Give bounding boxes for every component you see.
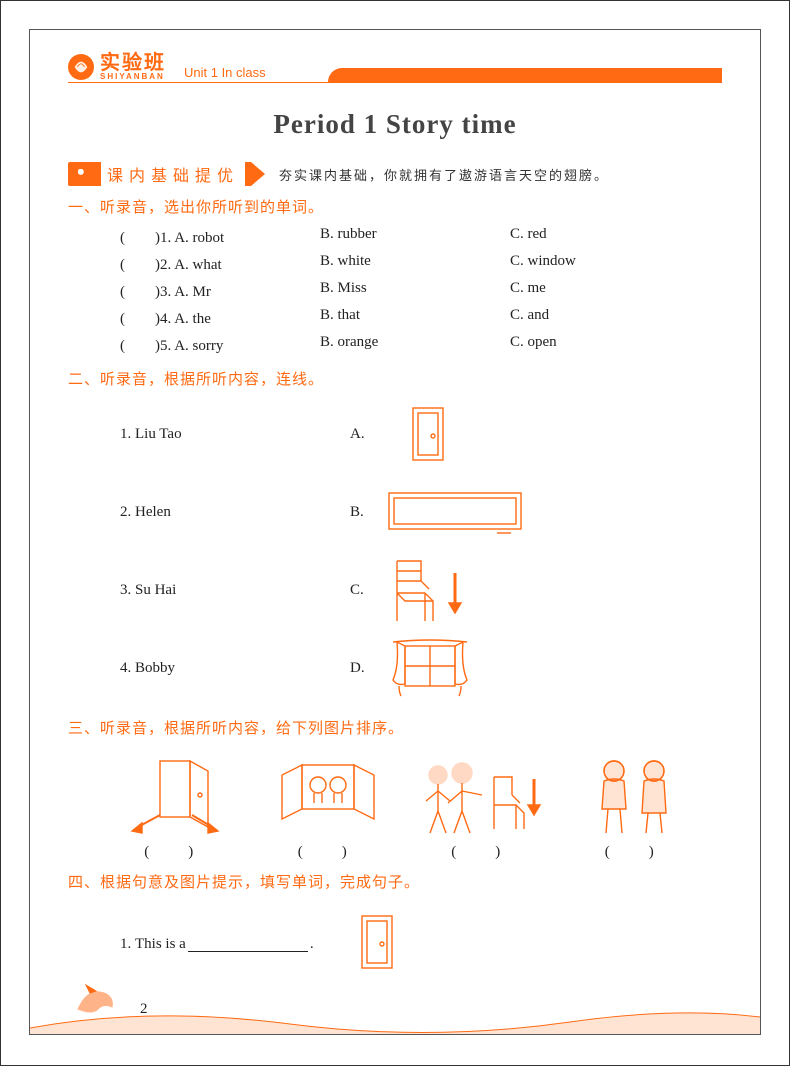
match-row: 2. Helen B. [68, 473, 722, 551]
opt-b: B. orange [320, 334, 510, 355]
opt-b: B. white [320, 253, 510, 274]
section-1-table: ( )1. A. robot B. rubber C. red ( )2. A.… [68, 223, 722, 358]
table-row: ( )1. A. robot B. rubber C. red [68, 223, 722, 250]
match-row: 3. Su Hai C. [68, 551, 722, 629]
blackboard-icon [380, 481, 530, 543]
opt-a: A. Mr [174, 284, 211, 300]
q-name: Helen [135, 504, 171, 520]
opt-b: B. that [320, 307, 510, 328]
brand-logo-icon [68, 54, 94, 80]
q-paren[interactable]: ( )1. [120, 230, 171, 246]
q-paren[interactable]: ( )2. [120, 257, 171, 273]
section-1-heading: 一、听录音，选出你所听到的单词。 [68, 196, 722, 217]
chair-down-icon [380, 559, 480, 621]
ribbon-note: 夯实课内基础，你就拥有了遨游语言天空的翅膀。 [279, 165, 609, 184]
table-row: ( )4. A. the B. that C. and [68, 304, 722, 331]
match-letter: B. [350, 504, 380, 521]
footer: 2 [74, 981, 148, 1022]
section-3-row: ( ) ( ) ( ) [68, 744, 722, 861]
opt-b: B. rubber [320, 226, 510, 247]
open-window-icon [258, 754, 398, 840]
opt-c: C. window [510, 253, 670, 274]
close-door-icon [105, 754, 245, 840]
table-row: ( )2. A. what B. white C. window [68, 250, 722, 277]
answer-paren[interactable]: ( ) [565, 840, 705, 861]
two-people-icon [565, 754, 705, 840]
match-letter: C. [350, 582, 380, 599]
page: 实验班 SHIYANBAN Unit 1 In class Period 1 S… [29, 29, 761, 1035]
match-row: 4. Bobby D. [68, 629, 722, 707]
page-header: 实验班 SHIYANBAN Unit 1 In class [68, 52, 722, 82]
brand-main: 实验班 [100, 53, 166, 73]
header-accent-bar [328, 68, 722, 82]
q-num: 1. [120, 936, 131, 953]
q-num: 3. [120, 582, 131, 598]
section-4-heading: 四、根据句意及图片提示，填写单词，完成句子。 [68, 871, 722, 892]
opt-c: C. me [510, 280, 670, 301]
door-icon [354, 912, 404, 977]
opt-b: B. Miss [320, 280, 510, 301]
opt-a: A. robot [174, 230, 224, 246]
curtain-window-icon [380, 637, 480, 699]
opt-c: C. and [510, 307, 670, 328]
match-row: 1. Liu Tao A. [68, 395, 722, 473]
ribbon: 课内基础提优 [68, 162, 251, 186]
s4-row: 1. This is a . [68, 898, 722, 977]
s3-item: ( ) [258, 754, 398, 861]
answer-paren[interactable]: ( ) [105, 840, 245, 861]
match-letter: D. [350, 660, 380, 677]
s3-item: ( ) [412, 754, 552, 861]
section-3-heading: 三、听录音，根据所听内容，给下列图片排序。 [68, 717, 722, 738]
q-paren[interactable]: ( )4. [120, 311, 171, 327]
header-underline [68, 82, 722, 83]
match-letter: A. [350, 426, 380, 443]
page-number: 2 [140, 1001, 148, 1018]
q-num: 1. [120, 426, 131, 442]
q-num: 2. [120, 504, 131, 520]
brand-sub: SHIYANBAN [100, 73, 166, 81]
s3-item: ( ) [565, 754, 705, 861]
opt-c: C. open [510, 334, 670, 355]
q-num: 4. [120, 660, 131, 676]
sit-chair-icon [412, 754, 552, 840]
opt-a: A. what [174, 257, 222, 273]
ribbon-row: 课内基础提优 夯实课内基础，你就拥有了遨游语言天空的翅膀。 [68, 162, 722, 186]
door-icon [380, 403, 480, 465]
page-title: Period 1 Story time [68, 109, 722, 140]
q-name: Bobby [135, 660, 175, 676]
unit-label: Unit 1 In class [184, 65, 266, 82]
q-name: Su Hai [135, 582, 176, 598]
answer-paren[interactable]: ( ) [258, 840, 398, 861]
answer-paren[interactable]: ( ) [412, 840, 552, 861]
opt-a: A. the [174, 311, 211, 327]
opt-a: A. sorry [174, 338, 223, 354]
ribbon-label: 课内基础提优 [101, 161, 245, 187]
q-text-before: This is a [135, 936, 186, 953]
ribbon-icon [72, 163, 94, 185]
q-paren[interactable]: ( )5. [120, 338, 171, 354]
s3-item: ( ) [105, 754, 245, 861]
q-name: Liu Tao [135, 426, 182, 442]
fill-blank[interactable] [188, 938, 308, 952]
section-2-heading: 二、听录音，根据所听内容，连线。 [68, 368, 722, 389]
opt-c: C. red [510, 226, 670, 247]
dolphin-icon [74, 981, 118, 1022]
table-row: ( )5. A. sorry B. orange C. open [68, 331, 722, 358]
q-paren[interactable]: ( )3. [120, 284, 171, 300]
brand: 实验班 SHIYANBAN [100, 53, 166, 81]
q-text-after: . [310, 936, 314, 953]
table-row: ( )3. A. Mr B. Miss C. me [68, 277, 722, 304]
